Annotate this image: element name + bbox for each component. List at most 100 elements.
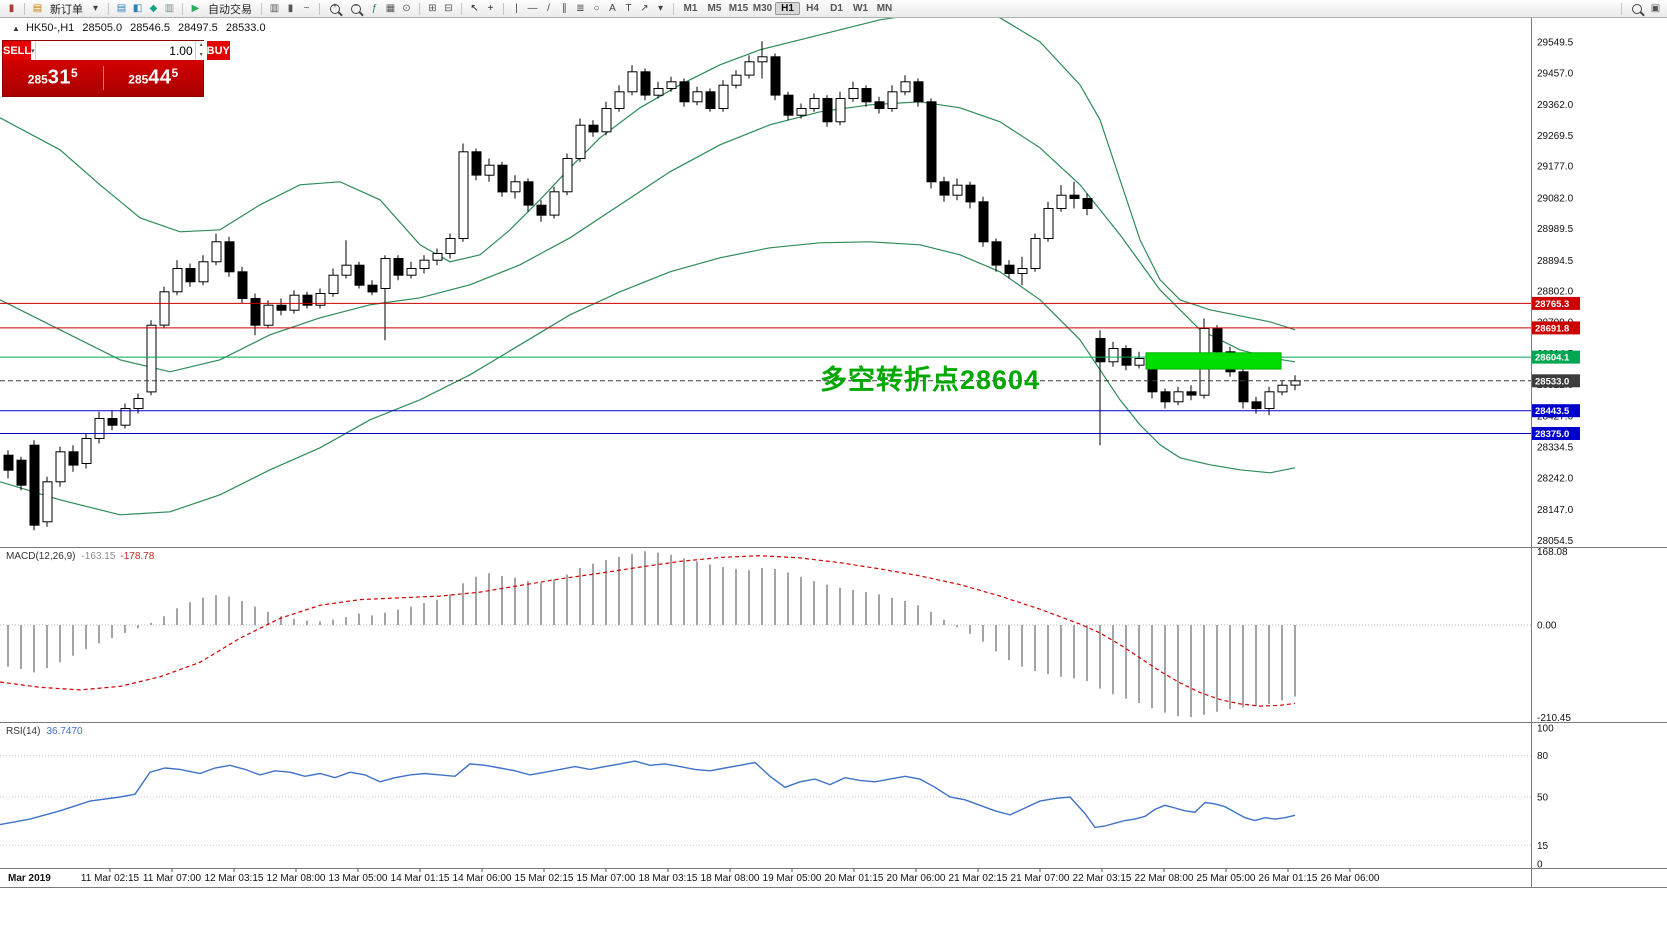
trendline-icon[interactable]: / (547, 2, 550, 14)
volume-dropdown-button[interactable]: ▾ (31, 41, 36, 60)
tf-button-h1[interactable]: H1 (775, 2, 800, 15)
tf-button-m30[interactable]: M30 (752, 3, 773, 14)
macd-axis-label: 168.08 (1537, 547, 1568, 558)
time-axis-label: 20 Mar 06:00 (887, 873, 946, 884)
new-order-button[interactable]: 新订单 (50, 3, 83, 16)
svg-text:28533.0: 28533.0 (1535, 376, 1569, 387)
time-axis[interactable]: Mar 2019 11 Mar 02:15 11 Mar 07:00 12 Mar 0… (8, 868, 1380, 885)
autotrading-play-icon[interactable]: ▶ (191, 2, 200, 14)
tf-button-m15[interactable]: M15 (728, 3, 749, 14)
time-axis-label: 13 Mar 05:00 (329, 873, 388, 884)
time-axis-label: 14 Mar 06:00 (453, 873, 512, 884)
buy-button[interactable]: BUY (206, 41, 230, 60)
price-axis-label: 29362.0 (1537, 100, 1574, 111)
high-value: 28546.5 (130, 22, 170, 34)
tf-button-h4[interactable]: H4 (806, 3, 819, 14)
toolbar-separator (24, 2, 25, 15)
bars-chart-icon[interactable]: ▥ (269, 2, 280, 14)
macd-signal-line (0, 555, 1296, 707)
chevron-down-icon[interactable]: ▾ (657, 2, 664, 14)
rsi-axis-label: 100 (1537, 724, 1554, 735)
tf-button-m5[interactable]: M5 (707, 3, 722, 14)
time-axis-label: 19 Mar 05:00 (763, 873, 822, 884)
toolbar-separator (1621, 2, 1622, 15)
cascade-windows-icon[interactable]: ⊟ (444, 2, 453, 14)
time-axis-label: 22 Mar 08:00 (1135, 873, 1194, 884)
svg-text:28765.3: 28765.3 (1535, 299, 1569, 310)
svg-text:28604.1: 28604.1 (1535, 353, 1570, 364)
main-price-pane (0, 18, 1531, 531)
svg-text:28691.8: 28691.8 (1535, 323, 1569, 334)
new-order-icon[interactable]: ▤ (32, 2, 43, 14)
highlight-rectangle[interactable] (1145, 352, 1282, 370)
tf-button-w1[interactable]: W1 (853, 3, 868, 14)
vertical-line-icon[interactable]: | (515, 2, 518, 14)
one-click-trading-panel: SELL ▾ ▴ ▾ BUY 285315 285445 (2, 40, 230, 97)
toolbar-separator (108, 2, 109, 15)
autotrading-button[interactable]: 自动交易 (208, 3, 252, 16)
time-axis-label: 18 Mar 03:15 (639, 873, 698, 884)
time-axis-label: 11 Mar 07:00 (143, 873, 202, 884)
indicators-icon[interactable]: ƒ (371, 2, 378, 14)
tile-windows-icon[interactable]: ⊞ (428, 2, 437, 14)
price-tag: 28375.0 (1532, 427, 1580, 440)
chart-header: ▲ HK50-,H1 28505.0 28546.5 28497.5 28533… (12, 22, 271, 34)
data-window-icon[interactable]: ◧ (132, 2, 143, 14)
macd-pane-title: MACD(12,26,9) -163.15 -178.78 (6, 551, 154, 562)
macd-axis-label: 0.00 (1537, 621, 1557, 632)
fibonacci-icon[interactable]: ≣ (576, 2, 585, 14)
chevron-down-icon[interactable]: ▾ (92, 2, 99, 14)
candlestick-chart-icon[interactable]: ▮ (287, 2, 294, 14)
rsi-axis-label: 15 (1537, 841, 1549, 852)
channel-icon[interactable]: ∥ (562, 2, 567, 14)
volume-spinner: ▴ ▾ (194, 41, 207, 60)
volume-down-button[interactable]: ▾ (199, 51, 203, 58)
price-axis-label: 28989.5 (1537, 224, 1574, 235)
market-watch-icon[interactable]: ▤ (116, 2, 127, 14)
toolbar-separator (419, 2, 420, 15)
text-icon[interactable]: A (609, 2, 616, 14)
terminal-icon[interactable]: ▥ (164, 2, 175, 14)
zoom-in-icon[interactable]: + (330, 1, 340, 14)
label-icon[interactable]: T (625, 2, 632, 14)
time-axis-era-label: Mar 2019 (8, 873, 51, 884)
cursor-icon[interactable]: ↖ (470, 2, 479, 14)
collapse-arrow-icon[interactable]: ▲ (12, 24, 20, 33)
time-axis-label: 22 Mar 03:15 (1073, 873, 1132, 884)
volume-up-button[interactable]: ▴ (199, 42, 203, 48)
app-candlestick-icon[interactable]: ▮ (8, 2, 15, 14)
period-clock-icon[interactable]: ⊙ (402, 2, 411, 14)
sell-button[interactable]: SELL (3, 41, 32, 60)
symbol-timeframe-label: HK50-,H1 (25, 22, 75, 34)
price-tag: 28443.5 (1532, 404, 1580, 418)
time-axis-label: 20 Mar 01:15 (825, 873, 884, 884)
toolbar: ▮ ▤ 新订单 ▾ ▤ ◧ ◆ ▥ ▶ 自动交易 ▥ ▮ ~ + − ƒ ▦ ⊙ ⊞ ⊟ ↖ + | — / ∥ ≣ ○ A T ↗ ▾ M1 M… (0, 0, 1667, 18)
price-axis-label: 28147.0 (1537, 505, 1574, 516)
bollinger-upper-line (0, 18, 1296, 331)
horizontal-line-icon[interactable]: — (527, 2, 538, 14)
navigator-icon[interactable]: ◆ (149, 2, 158, 14)
time-axis-label: 18 Mar 08:00 (701, 873, 760, 884)
templates-icon[interactable]: ▦ (385, 2, 396, 14)
sell-price[interactable]: 285315 (27, 66, 78, 89)
arrows-icon[interactable]: ↗ (640, 2, 649, 14)
pivot-annotation-text[interactable]: 多空转折点28604 (820, 365, 1041, 395)
bollinger-lower-line (0, 241, 1296, 516)
macd-axis-label: -210.45 (1537, 713, 1571, 724)
time-axis-label: 12 Mar 03:15 (205, 873, 264, 884)
chart-canvas[interactable]: 29549.5 29457.0 29362.0 29269.5 29177.0 29082… (0, 18, 1667, 888)
layouts-icon[interactable]: ▣ (1650, 2, 1661, 14)
volume-input[interactable] (35, 41, 195, 60)
tf-button-mn[interactable]: MN (876, 3, 893, 14)
zoom-out-icon[interactable]: − (351, 1, 361, 14)
crosshair-icon[interactable]: + (487, 2, 494, 14)
price-axis-label: 29457.0 (1537, 68, 1574, 79)
ellipse-icon[interactable]: ○ (593, 2, 600, 14)
tf-button-m1[interactable]: M1 (683, 3, 698, 14)
search-icon[interactable] (1632, 3, 1642, 14)
price-axis[interactable]: 29549.5 29457.0 29362.0 29269.5 29177.0 29082… (1532, 38, 1580, 871)
line-chart-icon[interactable]: ~ (303, 2, 310, 14)
tf-button-d1[interactable]: D1 (830, 3, 843, 14)
macd-signal-value: -178.78 (120, 551, 155, 562)
buy-price[interactable]: 285445 (102, 66, 204, 90)
